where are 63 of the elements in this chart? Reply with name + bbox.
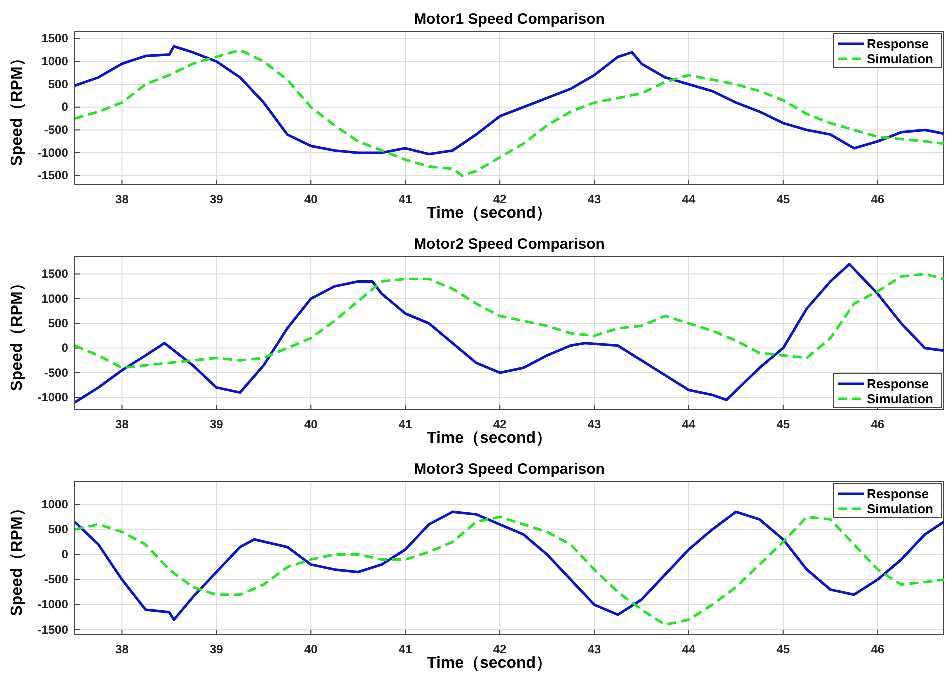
x-tick-label: 39 — [210, 642, 224, 657]
chart-title: Motor1 Speed Comparison — [414, 11, 605, 28]
y-tick-label: 1000 — [42, 497, 69, 512]
y-tick-label: 500 — [48, 77, 69, 92]
chart-title: Motor3 Speed Comparison — [414, 461, 605, 478]
legend-label: Response — [867, 376, 930, 392]
y-tick-label: 1000 — [42, 54, 69, 69]
y-tick-label: 0 — [62, 100, 69, 114]
x-tick-label: 44 — [682, 418, 696, 432]
y-tick-label: 0 — [62, 548, 69, 562]
y-tick-label: -1500 — [38, 622, 69, 637]
x-tick-label: 41 — [398, 642, 413, 657]
line-series — [75, 263, 944, 404]
y-axis-title: Speed（RPM） — [9, 50, 26, 166]
x-tick-label: 41 — [398, 418, 413, 432]
x-tick-label: 46 — [871, 418, 885, 432]
x-tick-label: 43 — [588, 192, 602, 207]
x-tick-label: 38 — [116, 418, 130, 432]
x-tick-label: 39 — [210, 192, 224, 207]
x-tick-label: 38 — [116, 642, 130, 657]
y-tick-label: -500 — [44, 366, 69, 380]
legend-label: Simulation — [867, 52, 934, 66]
x-tick-label: 38 — [116, 192, 130, 207]
x-tick-label: 42 — [493, 642, 508, 657]
x-tick-label: 39 — [210, 418, 224, 432]
x-tick-label: 43 — [588, 642, 602, 657]
y-tick-label: 1500 — [42, 32, 69, 46]
x-axis-title: Time（second） — [426, 205, 552, 222]
x-tick-label: 40 — [304, 642, 318, 657]
x-tick-label: 45 — [776, 418, 790, 432]
x-tick-label: 41 — [398, 192, 413, 207]
chart-title: Motor2 Speed Comparison — [414, 236, 605, 253]
x-tick-label: 46 — [871, 642, 885, 657]
y-axis-title: Speed（RPM） — [9, 500, 26, 616]
legend-label: Response — [867, 486, 930, 502]
x-tick-label: 43 — [588, 418, 602, 432]
x-tick-label: 42 — [493, 192, 508, 207]
line-series — [75, 272, 944, 370]
x-axis-title: Time（second） — [426, 655, 552, 672]
y-tick-label: -500 — [44, 123, 69, 138]
legend-label: Simulation — [867, 392, 934, 406]
y-tick-label: -1000 — [38, 146, 69, 160]
x-tick-label: 40 — [304, 418, 318, 432]
y-tick-label: -1500 — [38, 168, 69, 183]
y-tick-label: 0 — [62, 341, 69, 356]
x-tick-label: 46 — [871, 192, 885, 207]
y-tick-label: -1000 — [38, 390, 69, 404]
x-tick-label: 44 — [682, 642, 696, 657]
y-tick-label: -500 — [44, 572, 69, 587]
y-tick-label: 1500 — [42, 267, 69, 282]
x-axis-title: Time（second） — [426, 430, 552, 447]
x-tick-label: 42 — [493, 418, 508, 432]
y-tick-label: 500 — [48, 316, 69, 330]
x-tick-label: 45 — [776, 192, 790, 207]
x-tick-label: 40 — [304, 192, 318, 207]
y-tick-label: 1000 — [42, 292, 69, 306]
x-tick-label: 45 — [776, 642, 790, 657]
y-tick-label: 500 — [48, 522, 69, 536]
x-tick-label: 44 — [682, 192, 696, 207]
legend-label: Response — [867, 36, 930, 52]
y-axis-title: Speed（RPM） — [9, 276, 26, 392]
y-tick-label: -1000 — [38, 598, 69, 612]
legend-label: Simulation — [867, 502, 934, 516]
